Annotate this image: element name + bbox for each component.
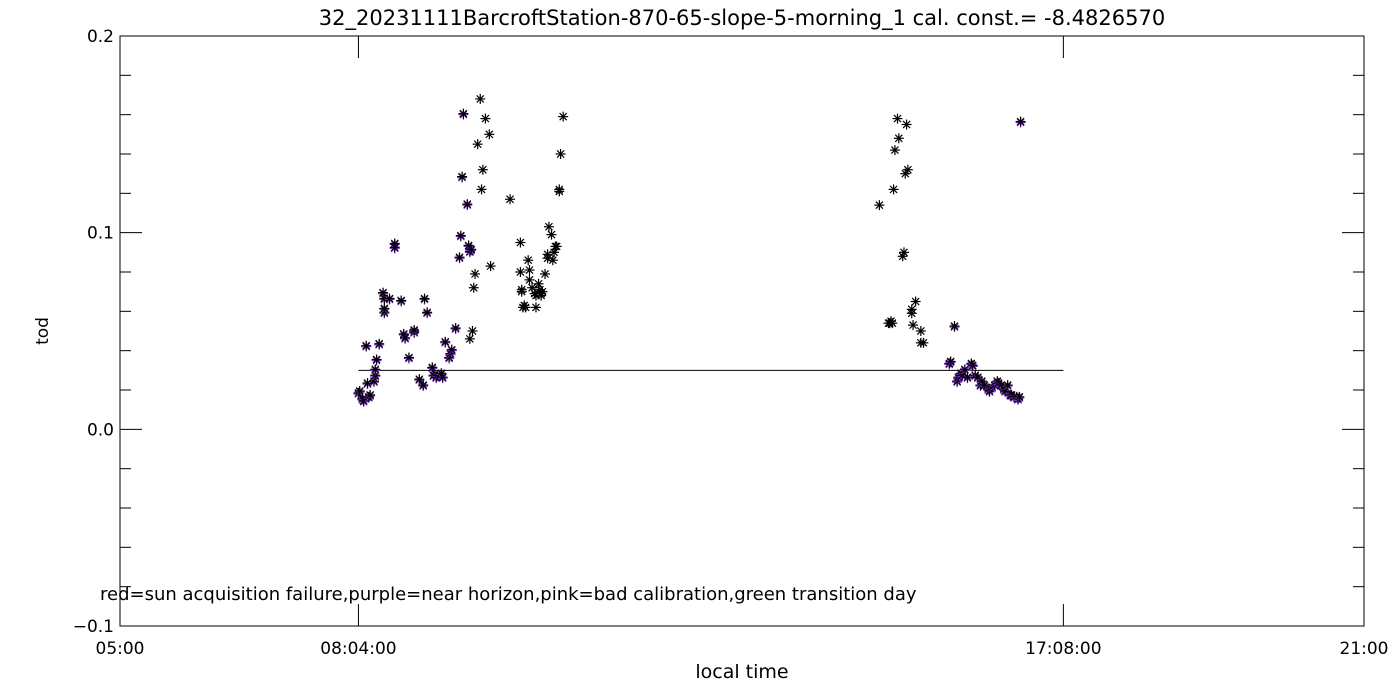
data-point-black [524, 274, 535, 285]
data-point-black [918, 337, 929, 348]
data-point-purple-outline [455, 230, 466, 241]
data-point-black [515, 237, 526, 248]
data-point-black [901, 119, 912, 130]
data-point-purple-outline [396, 295, 407, 306]
data-point-black [524, 265, 535, 276]
legend-annotation: red=sun acquisition failure,purple=near … [100, 584, 917, 605]
data-point-black [558, 111, 569, 122]
data-point-black [480, 113, 491, 124]
data-point-black [515, 267, 526, 277]
data-point-black [520, 302, 531, 313]
data-point-black [888, 184, 899, 195]
data-point-black [551, 241, 562, 252]
data-point-purple-outline [437, 372, 448, 383]
data-point-purple-outline [959, 364, 970, 375]
data-point-black [887, 318, 898, 329]
plot-frame [119, 35, 1365, 627]
data-point-purple-outline [962, 372, 973, 383]
x-tick-label: 08:04:00 [320, 639, 396, 659]
y-tick-label: 0.1 [87, 224, 114, 244]
data-point-black [485, 261, 496, 272]
data-point-black [908, 320, 919, 331]
data-point-black [477, 164, 488, 175]
data-point-purple-outline [374, 338, 385, 349]
x-tick-label: 05:00 [96, 639, 145, 659]
data-point-purple-outline [422, 307, 433, 318]
data-point-black [874, 200, 885, 211]
data-point-black [470, 268, 481, 279]
data-point-black [540, 268, 551, 279]
data-point-black [893, 133, 904, 144]
data-point-black [554, 184, 565, 195]
data-point-black [533, 278, 544, 289]
data-point-purple-outline [354, 385, 365, 396]
y-tick-label: 0.0 [87, 420, 114, 440]
data-point-purple-outline [458, 108, 469, 119]
data-point-black [906, 308, 917, 319]
data-point-black [516, 286, 527, 297]
data-point-black [468, 282, 479, 293]
y-axis-label: tod [33, 317, 53, 345]
data-point-black [537, 286, 548, 297]
data-point-purple-outline [450, 323, 461, 334]
data-point-purple-outline [967, 360, 978, 371]
data-point-black [543, 221, 554, 232]
data-point-black [472, 139, 483, 150]
y-tick-label: −0.1 [73, 617, 114, 637]
data-point-purple-outline [949, 321, 960, 332]
data-point-purple-outline [384, 293, 395, 304]
axis-ticks [119, 35, 1365, 627]
x-tick-label: 17:08:00 [1025, 639, 1101, 659]
data-point-purple-outline [419, 293, 430, 304]
axis-tick-labels: 05:00 08:04:00 17:08:00 21:00 −0.1 0.0 0.1 0.2 [73, 27, 1389, 659]
data-point-black [892, 113, 903, 124]
data-point-purple-outline [371, 354, 382, 365]
data-point-black [475, 93, 486, 104]
data-point-black [484, 129, 495, 140]
data-point-purple-outline [403, 352, 414, 363]
data-point-black [915, 326, 926, 336]
data-point-black [547, 255, 558, 266]
data-point-purple-outline [418, 380, 429, 391]
data-point-black [889, 145, 900, 156]
data-point-purple-outline [427, 362, 438, 373]
data-point-purple-outline [414, 374, 425, 385]
data-point-purple-outline [378, 287, 389, 298]
data-point-black [523, 255, 534, 266]
data-point-purple-outline [379, 303, 390, 314]
data-point-black [505, 194, 516, 205]
data-point-black [898, 247, 909, 258]
data-point-black [464, 333, 475, 344]
data-point-purple-outline [457, 171, 468, 182]
data-point-purple-outline [454, 252, 465, 263]
data-point-purple-outline [466, 244, 477, 255]
data-point-purple-outline [389, 242, 400, 253]
data-point-purple-outline [1015, 116, 1026, 127]
data-point-black [910, 296, 921, 307]
x-tick-label: 21:00 [1340, 639, 1389, 659]
data-point-black [530, 302, 541, 313]
chart-title: 32_20231111BarcroftStation-870-65-slope-… [319, 6, 1165, 31]
data-point-black [902, 164, 913, 175]
data-point-purple-outline [945, 356, 956, 367]
data-point-black [546, 229, 557, 240]
data-point-black [467, 326, 478, 336]
data-point-purple-outline [1014, 391, 1025, 402]
x-axis-label: local time [695, 661, 788, 683]
data-point-purple-outline [365, 389, 376, 400]
data-point-purple-outline [462, 199, 473, 210]
data-point-purple-outline [446, 344, 457, 355]
data-point-purple-outline [409, 325, 420, 335]
data-point-purple-outline [440, 336, 451, 347]
data-point-purple-outline [400, 332, 411, 343]
y-tick-label: 0.2 [87, 27, 114, 47]
data-points [353, 93, 1026, 407]
data-point-purple-outline [1002, 380, 1013, 391]
data-point-black [555, 149, 566, 159]
data-point-purple-outline [370, 364, 381, 375]
data-point-purple-outline [361, 340, 372, 351]
data-point-black [476, 184, 487, 195]
